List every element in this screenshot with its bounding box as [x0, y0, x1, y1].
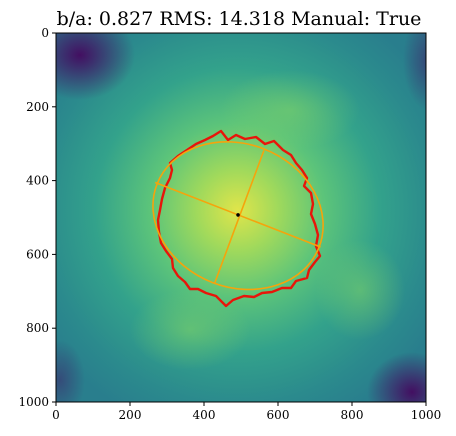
y-axis: 0 200 400 600 800 1000	[18, 26, 56, 409]
heatmap-dark-corner	[56, 340, 85, 402]
y-tick-label: 400	[26, 174, 49, 188]
x-axis: 0 200 400 600 800 1000	[52, 402, 441, 422]
x-tick-label: 400	[193, 408, 216, 422]
x-tick-label: 800	[341, 408, 364, 422]
isophote-contour	[156, 129, 322, 308]
y-tick-label: 200	[26, 100, 49, 114]
y-tick-label: 1000	[18, 395, 49, 409]
center-marker	[236, 213, 240, 217]
x-tick-label: 600	[267, 408, 290, 422]
ellipse-minor-axis	[213, 150, 265, 285]
y-tick-label: 0	[41, 26, 49, 40]
x-tick-label: 1000	[411, 408, 442, 422]
heatmap-bright-patch	[130, 290, 250, 370]
heatmap-bright-patch	[315, 240, 405, 340]
x-tick-label: 0	[52, 408, 60, 422]
heatmap-image	[56, 33, 426, 402]
x-tick-label: 200	[119, 408, 142, 422]
heatmap-dark-corner	[403, 33, 426, 110]
y-tick-label: 800	[26, 321, 49, 335]
heatmap-dark-corner	[367, 352, 426, 402]
heatmap-dark-corner	[56, 33, 135, 100]
heatmap-bright-patch	[220, 70, 360, 150]
plot-frame	[55, 32, 427, 403]
chart-title: b/a: 0.827 RMS: 14.318 Manual: True	[57, 8, 422, 30]
y-tick-label: 600	[26, 247, 49, 261]
fitted-ellipse-layer	[152, 141, 324, 291]
